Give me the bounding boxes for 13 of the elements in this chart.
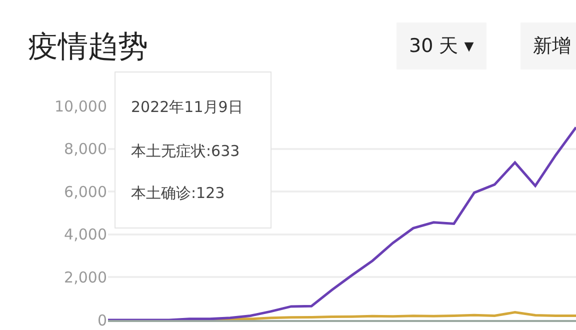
text: 30 天 ▾ [409, 35, 474, 57]
text: 新增 [533, 35, 571, 57]
y-tick-label: 2,000 [64, 268, 107, 286]
y-tick-label: 4,000 [64, 226, 107, 244]
chart-title: 疫情趋势 [28, 30, 148, 64]
line-series [108, 126, 576, 320]
y-tick-label: 8,000 [64, 140, 107, 158]
annotation: 本土无症状:633 [131, 142, 240, 160]
annotation: 本土确诊:123 [131, 184, 225, 202]
y-tick-label: 6,000 [64, 182, 107, 201]
y-tick-label: 10,000 [54, 97, 107, 116]
y-tick-label: 0 [97, 311, 107, 330]
annotation: 2022年11月9日 [131, 98, 243, 116]
